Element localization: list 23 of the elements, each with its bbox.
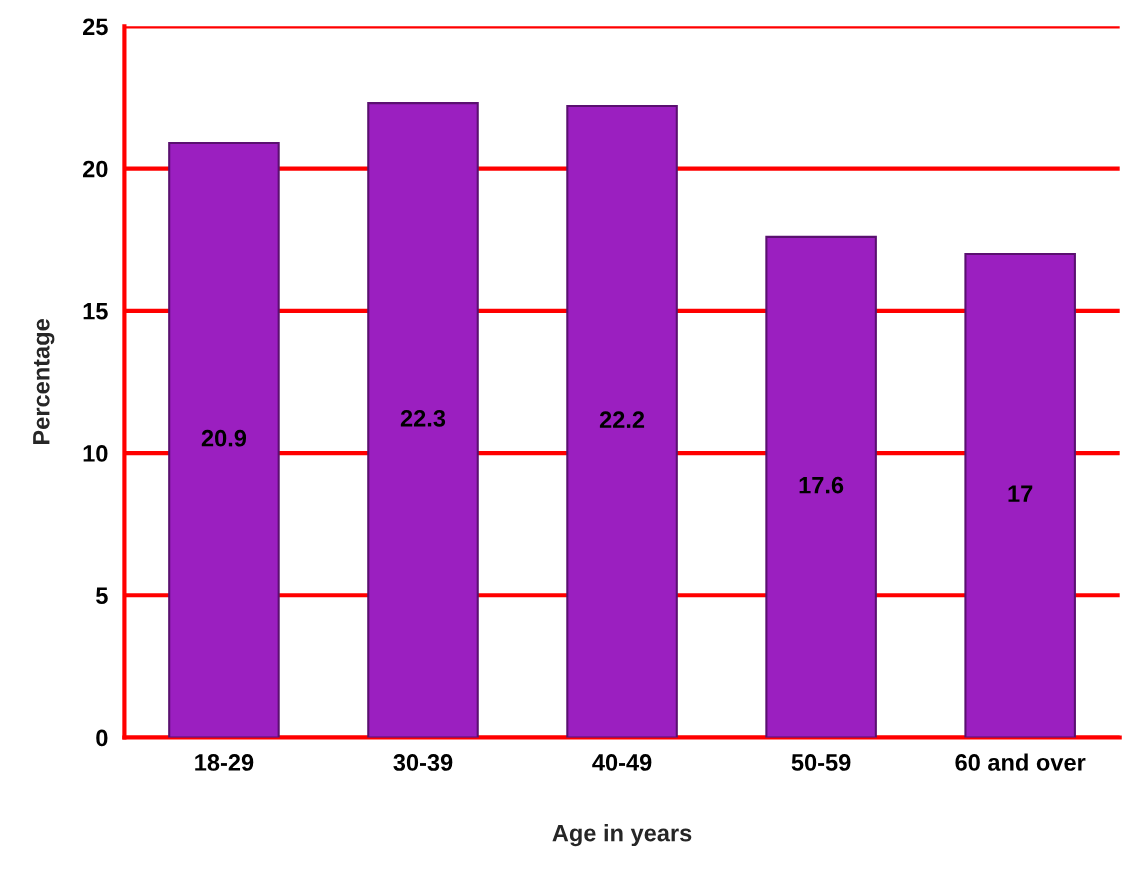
- y-tick-label: 25: [83, 18, 108, 36]
- x-tick-label: 30-39: [393, 754, 453, 771]
- x-axis-title: Age in years: [552, 824, 692, 847]
- bar: [964, 252, 1076, 738]
- bar: [168, 141, 280, 738]
- data-label: 22.3: [400, 409, 446, 427]
- x-tick-label: 40-49: [592, 754, 652, 771]
- y-tick-label: 20: [83, 160, 108, 178]
- data-label: 17: [1008, 485, 1033, 502]
- bar: [566, 104, 678, 738]
- data-label: 22.2: [599, 411, 645, 428]
- x-tick-label: 60 and over: [955, 753, 1086, 771]
- y-tick-label: 0: [96, 729, 108, 747]
- y-axis-title: Percentage: [33, 319, 55, 444]
- data-label: 17.6: [799, 476, 844, 494]
- x-tick-label: 18-29: [195, 754, 254, 771]
- bar: [367, 102, 479, 738]
- y-tick-label: 5: [96, 587, 108, 605]
- data-label: 20.9: [201, 429, 247, 447]
- y-tick-label: 10: [83, 445, 108, 462]
- y-tick-label: 15: [83, 303, 108, 320]
- bar: [765, 235, 877, 738]
- x-tick-label: 50-59: [791, 754, 851, 771]
